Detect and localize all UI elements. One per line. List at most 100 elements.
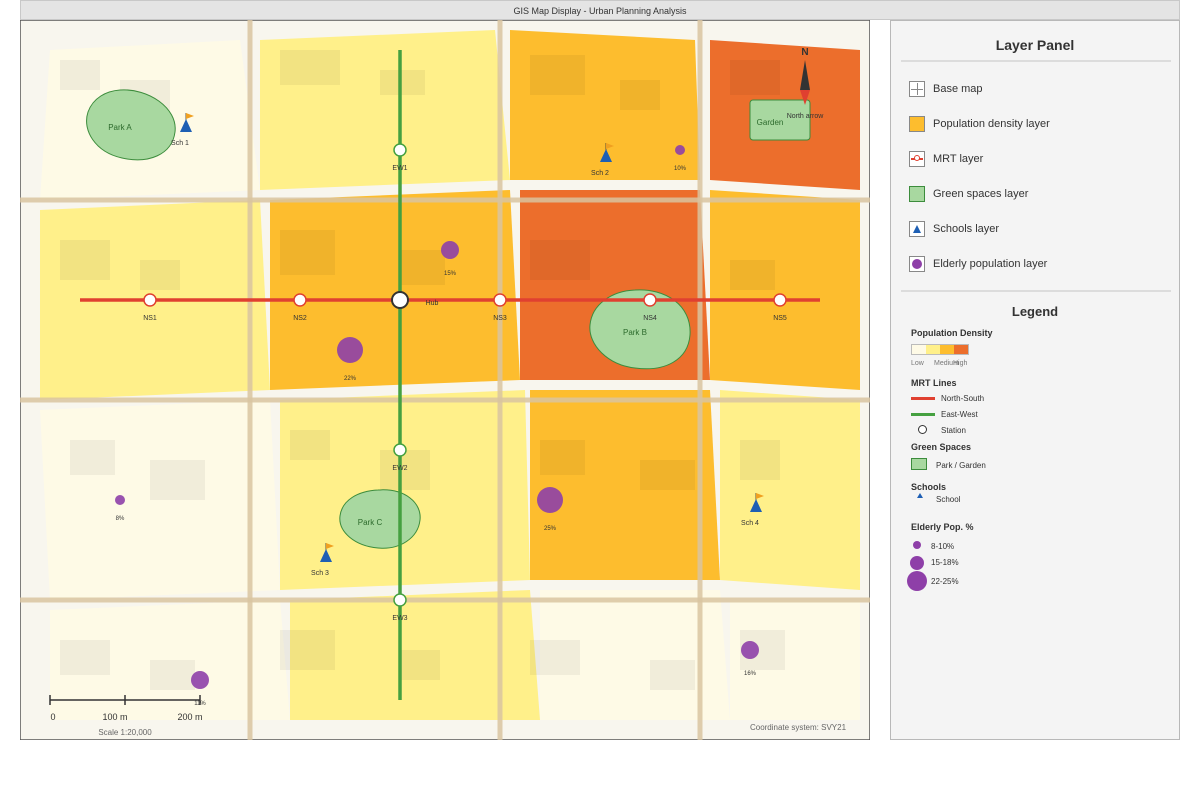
station-ns3-label: NS3 xyxy=(493,315,507,322)
layer-green-spaces[interactable]: Green spaces layer xyxy=(909,185,1028,203)
legend-elderly-range-1: 8-10% xyxy=(931,542,955,551)
layer-base-map[interactable]: Base map xyxy=(909,80,983,98)
elderly-label-7: 16% xyxy=(744,671,757,677)
scale-ratio: Scale 1:20,000 xyxy=(98,728,152,737)
buildings xyxy=(60,50,785,690)
elderly-marker-7 xyxy=(741,641,759,659)
elderly-label-4: 8% xyxy=(116,516,125,522)
block-r2c2 xyxy=(270,190,520,390)
station-ew1-label: EW1 xyxy=(392,165,407,172)
layer-elderly-label: Elderly population layer xyxy=(933,258,1048,270)
school-3-icon xyxy=(320,549,332,562)
block-r2c4 xyxy=(710,190,860,390)
block-r4c2 xyxy=(290,590,540,720)
station-ew2-label: EW2 xyxy=(392,465,407,472)
legend-pop-density-heading: Population Density xyxy=(911,328,993,338)
panel-divider xyxy=(901,60,1171,62)
grid-icon xyxy=(909,81,925,97)
elderly-marker-1 xyxy=(675,145,685,155)
station-ew1 xyxy=(393,143,407,157)
density-icon xyxy=(909,116,925,132)
block-r1c2 xyxy=(260,30,510,190)
park-a-label: Park A xyxy=(108,123,132,132)
elderly-marker-4 xyxy=(115,495,125,505)
school-1: Sch 1 xyxy=(171,113,194,147)
elderly-marker-3 xyxy=(337,337,363,363)
school-2-icon xyxy=(600,149,612,162)
legend-green-heading: Green Spaces xyxy=(911,442,972,452)
legend-elderly-medium xyxy=(910,556,924,570)
elderly-icon xyxy=(909,256,925,272)
layer-panel: Layer Panel Base map Population density … xyxy=(890,20,1180,740)
map-canvas[interactable]: Park A Park B Park C Garden NS1 NS2 NS3 … xyxy=(20,20,870,740)
legend-ew-swatch xyxy=(911,413,935,416)
layer-base-map-label: Base map xyxy=(933,83,983,95)
station-ns4-label: NS4 xyxy=(643,315,657,322)
block-r4c1 xyxy=(50,600,290,720)
block-r3c2 xyxy=(280,390,530,590)
scale-label-0: 0 xyxy=(50,712,55,722)
green-icon xyxy=(909,186,925,202)
station-ns4 xyxy=(643,293,657,307)
ns-stations xyxy=(143,293,787,307)
station-ew3-label: EW3 xyxy=(392,615,407,622)
block-r1c3 xyxy=(510,30,700,180)
station-ns2 xyxy=(293,293,307,307)
park-a xyxy=(86,89,176,161)
scale-label-200: 200 m xyxy=(177,712,202,722)
station-ew3 xyxy=(393,593,407,607)
legend-pop-density-ramp xyxy=(911,344,969,355)
layer-population-density[interactable]: Population density layer xyxy=(909,115,1050,133)
station-ns3 xyxy=(493,293,507,307)
station-ns5 xyxy=(773,293,787,307)
station-ns1-label: NS1 xyxy=(143,315,157,322)
block-r3c4 xyxy=(720,390,860,590)
school-3: Sch 3 xyxy=(311,543,334,577)
legend-park-swatch xyxy=(911,458,927,470)
ew-stations xyxy=(393,143,407,607)
school-1-label: Sch 1 xyxy=(171,140,189,147)
legend-station-icon xyxy=(918,425,927,434)
legend-station-label: Station xyxy=(941,426,966,435)
park-b-label: Park B xyxy=(623,328,647,337)
park-b xyxy=(589,289,691,370)
station-ns5-label: NS5 xyxy=(773,315,787,322)
scale-bar xyxy=(49,695,201,705)
block-r3c1 xyxy=(40,400,280,600)
school-4-label: Sch 4 xyxy=(741,520,759,527)
mrt-icon xyxy=(909,151,925,167)
elderly-marker-6 xyxy=(191,671,209,689)
north-caption: North arrow xyxy=(787,113,825,120)
station-ns1 xyxy=(143,293,157,307)
legend-pop-high: High xyxy=(953,360,968,367)
school-1-icon xyxy=(180,119,192,132)
layer-panel-title: Layer Panel xyxy=(995,37,1075,53)
elderly-label-3: 22% xyxy=(344,376,357,382)
elderly-label-1: 10% xyxy=(674,166,687,172)
garden-label: Garden xyxy=(757,118,784,127)
legend-ew-label: East-West xyxy=(941,410,978,419)
legend-elderly-large xyxy=(907,571,927,591)
school-icon xyxy=(909,221,925,237)
park-c-label: Park C xyxy=(358,518,383,527)
school-4-icon xyxy=(750,499,762,512)
legend-schools-heading: Schools xyxy=(911,482,947,492)
layer-mrt[interactable]: MRT layer xyxy=(909,150,983,168)
legend-elderly-range-2: 15-18% xyxy=(931,558,959,567)
legend-elderly-small xyxy=(913,541,921,549)
garden xyxy=(749,99,811,141)
legend-ns-swatch xyxy=(911,397,935,400)
hub-label: Hub xyxy=(426,300,439,307)
school-4: Sch 4 xyxy=(741,493,764,527)
window-title-bar: GIS Map Display - Urban Planning Analysi… xyxy=(20,0,1180,20)
legend-ns-label: North-South xyxy=(941,394,985,403)
school-2: Sch 2 xyxy=(591,143,614,177)
elderly-label-5: 25% xyxy=(544,526,557,532)
legend-pop-medium: Medium xyxy=(934,360,959,367)
school-2-label: Sch 2 xyxy=(591,170,609,177)
layer-elderly[interactable]: Elderly population layer xyxy=(909,255,1047,273)
window-title: GIS Map Display - Urban Planning Analysi… xyxy=(513,6,687,16)
north-arrow-icon: N North arrow xyxy=(787,47,825,120)
layer-green-spaces-label: Green spaces layer xyxy=(933,188,1029,200)
layer-schools[interactable]: Schools layer xyxy=(909,220,999,238)
